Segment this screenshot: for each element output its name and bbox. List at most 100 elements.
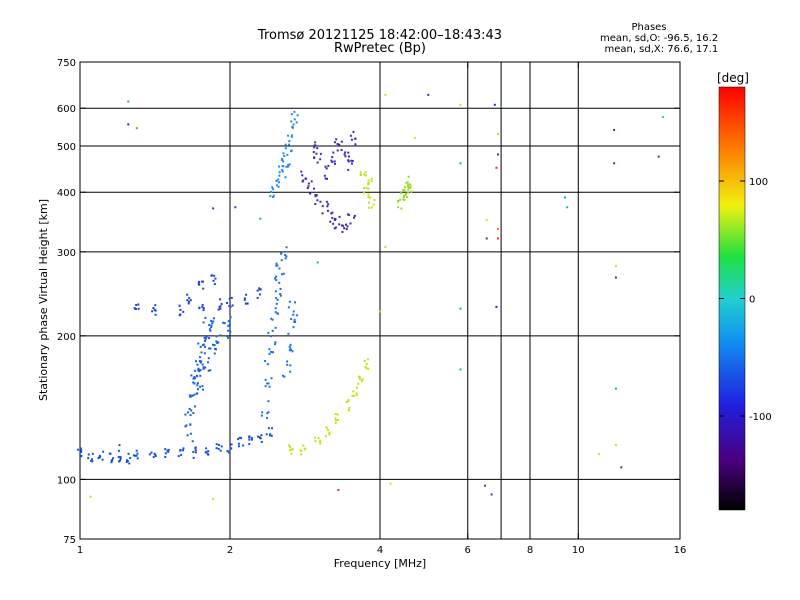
data-point [199, 374, 202, 377]
data-point [347, 151, 350, 154]
data-point [368, 206, 371, 209]
data-point [191, 440, 194, 443]
data-point [404, 194, 407, 197]
data-point [217, 341, 220, 344]
data-point [341, 230, 344, 233]
data-point [214, 347, 217, 350]
data-point [370, 177, 373, 180]
data-point [283, 155, 286, 158]
data-point [330, 159, 333, 162]
data-point [209, 369, 212, 372]
data-point [264, 359, 267, 362]
data-point [269, 433, 272, 436]
data-point [407, 186, 410, 189]
data-point [319, 152, 322, 155]
isolated-point [496, 132, 499, 135]
data-point [328, 431, 331, 434]
data-point [293, 301, 296, 304]
data-point [278, 165, 281, 168]
data-point [370, 180, 373, 183]
y-tick-label: 100 [57, 475, 76, 486]
data-point [201, 306, 204, 309]
data-point [402, 188, 405, 191]
data-point [278, 181, 281, 184]
data-point [359, 173, 362, 176]
data-point [289, 446, 292, 449]
data-point [111, 458, 114, 461]
data-point [148, 453, 151, 456]
data-point [288, 349, 291, 352]
data-point [278, 171, 281, 174]
isolated-point [259, 217, 262, 220]
data-point [301, 174, 304, 177]
data-point [181, 449, 184, 452]
data-point [227, 336, 230, 339]
data-point [334, 162, 337, 165]
data-point [201, 385, 204, 388]
data-point [348, 213, 351, 216]
data-point [87, 457, 90, 460]
data-point [178, 304, 181, 307]
chart-title-line1: Tromsø 20121125 18:42:00–18:43:43 [257, 28, 503, 43]
data-point [369, 196, 372, 199]
data-point [212, 317, 215, 320]
data-point [203, 336, 206, 339]
data-point [326, 205, 329, 208]
data-point [277, 185, 280, 188]
data-point [250, 436, 253, 439]
data-point [357, 382, 360, 385]
data-point [347, 159, 350, 162]
data-point [314, 440, 317, 443]
data-point [260, 440, 263, 443]
data-point [290, 149, 293, 152]
data-point [154, 304, 157, 307]
isolated-point [427, 93, 430, 96]
data-point [117, 456, 120, 459]
data-point [229, 330, 232, 333]
data-point [364, 171, 367, 174]
data-point [193, 405, 196, 408]
data-point [187, 302, 190, 305]
data-point [360, 380, 363, 383]
data-point [90, 459, 93, 462]
isolated-point [459, 162, 462, 165]
data-point [237, 442, 240, 445]
data-point [287, 332, 290, 335]
data-point [205, 447, 208, 450]
data-point [177, 455, 180, 458]
data-point [348, 409, 351, 412]
data-point [164, 452, 167, 455]
data-point [290, 348, 293, 351]
data-point [266, 363, 269, 366]
data-point [198, 356, 201, 359]
y-tick-label: 400 [57, 188, 76, 199]
phases-heading: Phases [631, 22, 667, 33]
data-point [407, 185, 410, 188]
data-point [367, 187, 370, 190]
data-point [372, 203, 375, 206]
data-point [164, 448, 167, 451]
data-point [309, 192, 312, 195]
data-point [285, 165, 288, 168]
data-point [213, 274, 216, 277]
data-point [286, 153, 289, 156]
data-point [132, 454, 135, 457]
data-point [272, 194, 275, 197]
data-point [208, 347, 211, 350]
data-point [186, 434, 189, 437]
colorbar-tick-label: -100 [749, 412, 772, 423]
data-point [222, 321, 225, 324]
data-point [258, 287, 261, 290]
data-point [325, 177, 328, 180]
data-point [363, 187, 366, 190]
data-point [210, 274, 213, 277]
data-point [208, 323, 211, 326]
data-point [289, 343, 292, 346]
data-point [280, 259, 283, 262]
data-point [77, 448, 80, 451]
data-point [270, 351, 273, 354]
data-point [188, 297, 191, 300]
data-point [324, 165, 327, 168]
data-point [217, 447, 220, 450]
